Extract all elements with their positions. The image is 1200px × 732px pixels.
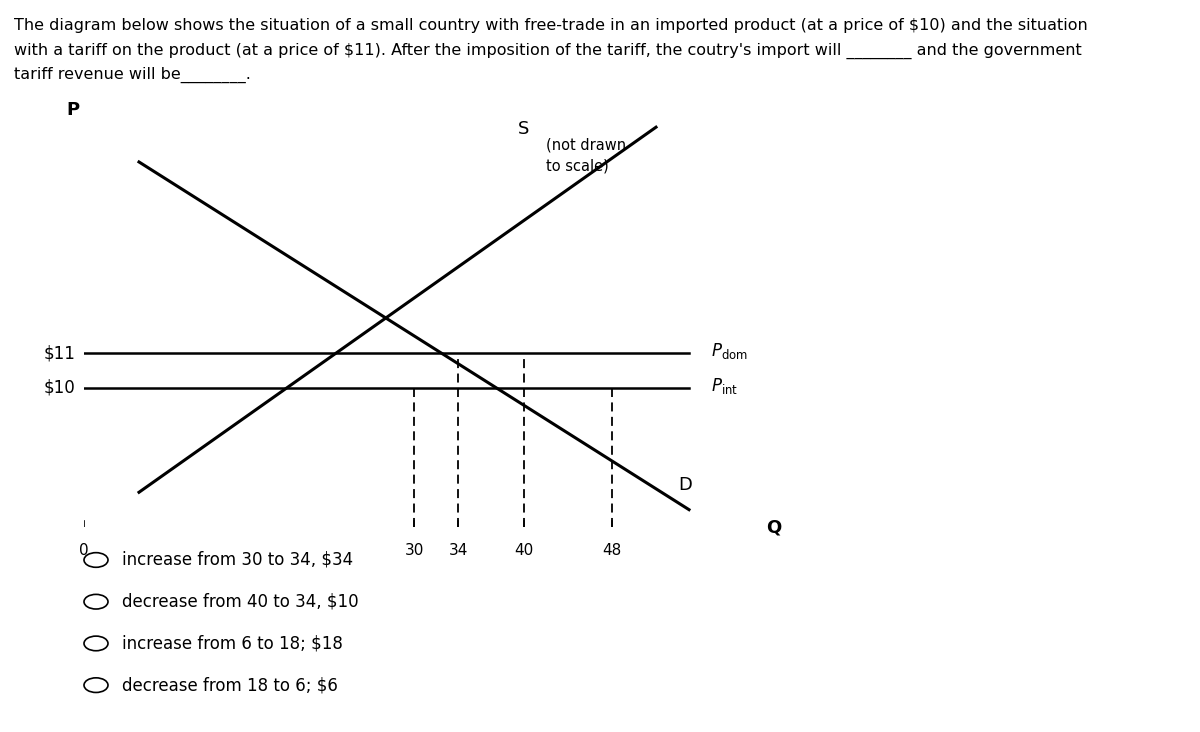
Text: 34: 34	[449, 542, 468, 558]
Text: D: D	[678, 477, 692, 494]
Text: decrease from 40 to 34, $10: decrease from 40 to 34, $10	[122, 593, 359, 610]
Text: P: P	[66, 101, 79, 119]
Text: $11: $11	[43, 344, 76, 362]
Text: tariff revenue will be________.: tariff revenue will be________.	[14, 67, 251, 83]
Text: $P_{\rm int}$: $P_{\rm int}$	[712, 376, 738, 396]
Text: decrease from 18 to 6; $6: decrease from 18 to 6; $6	[122, 676, 338, 694]
Text: with a tariff on the product (at a price of $11). After the imposition of the ta: with a tariff on the product (at a price…	[14, 42, 1082, 59]
Text: S: S	[518, 119, 529, 138]
Text: The diagram below shows the situation of a small country with free-trade in an i: The diagram below shows the situation of…	[14, 18, 1088, 33]
Text: increase from 6 to 18; $18: increase from 6 to 18; $18	[122, 635, 343, 652]
Text: 30: 30	[404, 542, 424, 558]
Text: $10: $10	[43, 379, 76, 397]
Text: 48: 48	[602, 542, 622, 558]
Text: 0: 0	[79, 542, 89, 558]
Text: Q: Q	[766, 518, 781, 536]
Text: (not drawn
to scale): (not drawn to scale)	[546, 138, 626, 173]
Text: 40: 40	[515, 542, 534, 558]
Text: $P_{\rm dom}$: $P_{\rm dom}$	[712, 341, 748, 362]
Text: increase from 30 to 34, $34: increase from 30 to 34, $34	[122, 551, 354, 569]
